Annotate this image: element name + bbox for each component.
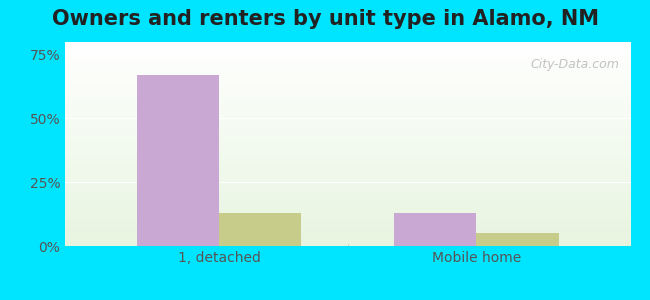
Bar (137, 75, 219, 246)
Text: City-Data.com: City-Data.com (530, 58, 619, 71)
Text: Owners and renters by unit type in Alamo, NM: Owners and renters by unit type in Alamo… (51, 9, 599, 29)
Bar (476, 233, 558, 246)
Bar (219, 213, 302, 246)
Legend: Owner occupied units, Renter occupied units: Owner occupied units, Renter occupied un… (165, 297, 530, 300)
Bar (394, 213, 476, 246)
